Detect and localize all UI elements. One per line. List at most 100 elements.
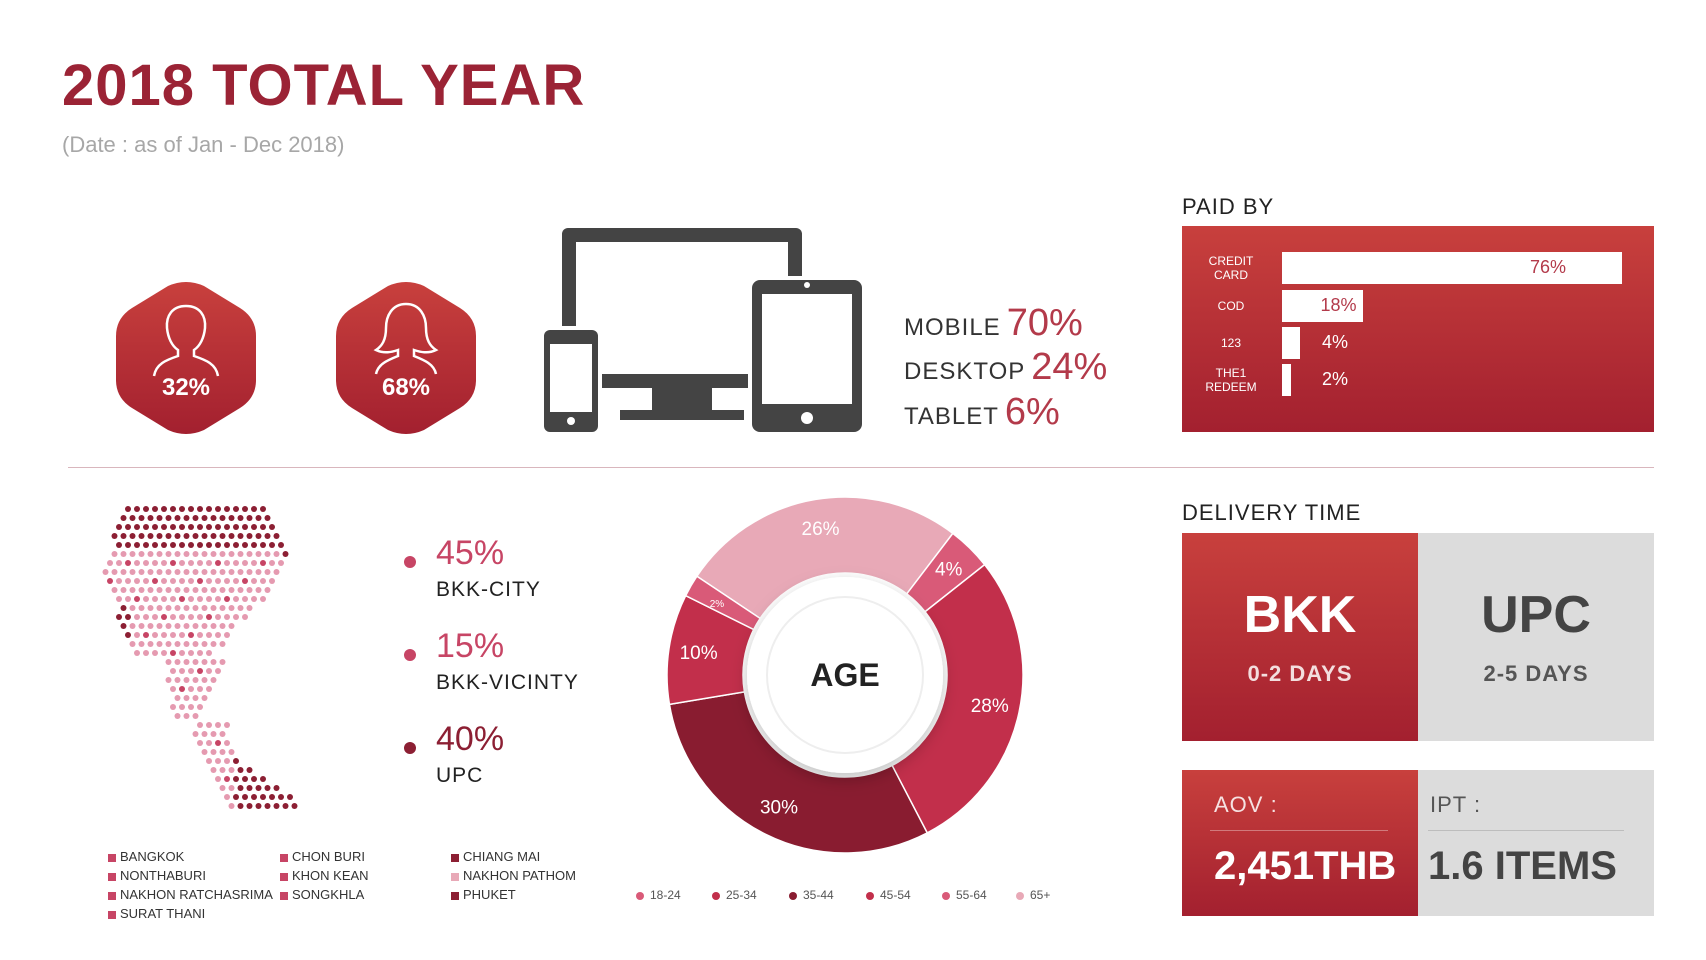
map-dot bbox=[161, 578, 167, 584]
map-dot bbox=[260, 596, 266, 602]
pay-value: 76% bbox=[1530, 257, 1567, 277]
map-dot bbox=[192, 569, 199, 575]
map-dot bbox=[183, 695, 190, 701]
map-dot bbox=[210, 641, 217, 647]
map-dot bbox=[224, 758, 230, 764]
map-dot bbox=[215, 632, 221, 638]
map-dot bbox=[219, 767, 226, 773]
map-dot bbox=[251, 542, 257, 548]
map-dot bbox=[242, 524, 248, 530]
map-dot bbox=[120, 515, 127, 521]
map-dot bbox=[183, 533, 190, 539]
province-name: CHON BURI bbox=[292, 849, 365, 864]
map-dot bbox=[192, 659, 199, 665]
map-dot bbox=[120, 569, 127, 575]
map-dot bbox=[237, 767, 244, 773]
map-dot bbox=[201, 695, 208, 701]
map-dot bbox=[192, 551, 199, 557]
map-dot bbox=[228, 767, 235, 773]
map-dot bbox=[251, 596, 257, 602]
map-dot bbox=[170, 596, 176, 602]
map-dot bbox=[255, 533, 262, 539]
map-dot bbox=[120, 605, 127, 611]
province-swatch bbox=[108, 910, 116, 919]
map-dot bbox=[237, 551, 244, 557]
map-dot bbox=[179, 686, 185, 692]
map-dot bbox=[251, 560, 257, 566]
map-dot bbox=[215, 740, 221, 746]
map-dot bbox=[206, 650, 212, 656]
map-dot bbox=[215, 758, 221, 764]
map-dot bbox=[201, 659, 208, 665]
pay-bar bbox=[1282, 252, 1622, 284]
map-dot bbox=[161, 560, 167, 566]
map-dot bbox=[125, 560, 131, 566]
province-swatch bbox=[108, 872, 116, 881]
age-legend-label: 45-54 bbox=[880, 888, 911, 902]
province-swatch bbox=[451, 891, 459, 900]
aov-label: AOV : bbox=[1214, 792, 1278, 817]
aov-value: 2,451THB bbox=[1214, 844, 1397, 888]
map-dot bbox=[188, 596, 194, 602]
female-hex-badge bbox=[336, 282, 476, 434]
map-dot bbox=[215, 542, 221, 548]
map-dot bbox=[273, 551, 280, 557]
map-dot bbox=[129, 587, 136, 593]
map-dot bbox=[165, 623, 172, 629]
map-dot bbox=[215, 506, 221, 512]
map-dot bbox=[138, 533, 145, 539]
pay-bar bbox=[1282, 364, 1291, 396]
map-dot bbox=[228, 569, 235, 575]
map-dot bbox=[219, 641, 226, 647]
map-dot bbox=[206, 560, 212, 566]
age-legend-dot bbox=[866, 891, 874, 900]
map-dot bbox=[152, 542, 158, 548]
device-desktop-value: 24% bbox=[1031, 346, 1108, 388]
map-dot bbox=[233, 524, 239, 530]
map-dot bbox=[183, 713, 190, 719]
age-title: AGE bbox=[810, 657, 879, 693]
map-dot bbox=[107, 578, 113, 584]
map-dot bbox=[188, 524, 194, 530]
ipt-value: 1.6 ITEMS bbox=[1428, 844, 1617, 888]
map-dot bbox=[174, 623, 181, 629]
map-dot bbox=[251, 506, 257, 512]
map-dot bbox=[174, 569, 181, 575]
map-dot bbox=[143, 632, 149, 638]
map-dot bbox=[242, 560, 248, 566]
map-dot bbox=[237, 533, 244, 539]
map-dot bbox=[125, 524, 131, 530]
map-dot bbox=[143, 650, 149, 656]
ipt-label: IPT : bbox=[1430, 792, 1482, 817]
device-tablet: TABLET 6% bbox=[904, 391, 1060, 434]
map-dot bbox=[170, 632, 176, 638]
map-dot bbox=[246, 605, 253, 611]
province-swatch bbox=[280, 872, 288, 881]
map-dot bbox=[152, 578, 158, 584]
age-slice-label: 26% bbox=[802, 519, 840, 540]
map-dot bbox=[215, 776, 221, 782]
map-dot bbox=[170, 578, 176, 584]
map-dot bbox=[120, 587, 127, 593]
map-dot bbox=[269, 794, 275, 800]
map-dot bbox=[111, 533, 118, 539]
device-mobile-value: 70% bbox=[1006, 302, 1083, 344]
map-dot bbox=[233, 542, 239, 548]
map-dot bbox=[147, 515, 154, 521]
map-dot bbox=[161, 542, 167, 548]
map-dot bbox=[210, 569, 217, 575]
map-dot bbox=[134, 632, 140, 638]
map-dot bbox=[188, 650, 194, 656]
map-dot bbox=[174, 551, 181, 557]
thailand-dot-map bbox=[102, 506, 298, 809]
map-dot bbox=[228, 587, 235, 593]
map-dot bbox=[179, 560, 185, 566]
map-dot bbox=[192, 515, 199, 521]
map-dot bbox=[219, 533, 226, 539]
age-slice-label: 30% bbox=[760, 797, 798, 818]
map-dot bbox=[255, 551, 262, 557]
province-item: PHUKET bbox=[451, 887, 516, 902]
map-dot bbox=[197, 686, 203, 692]
province-swatch bbox=[280, 891, 288, 900]
map-dot bbox=[237, 785, 244, 791]
